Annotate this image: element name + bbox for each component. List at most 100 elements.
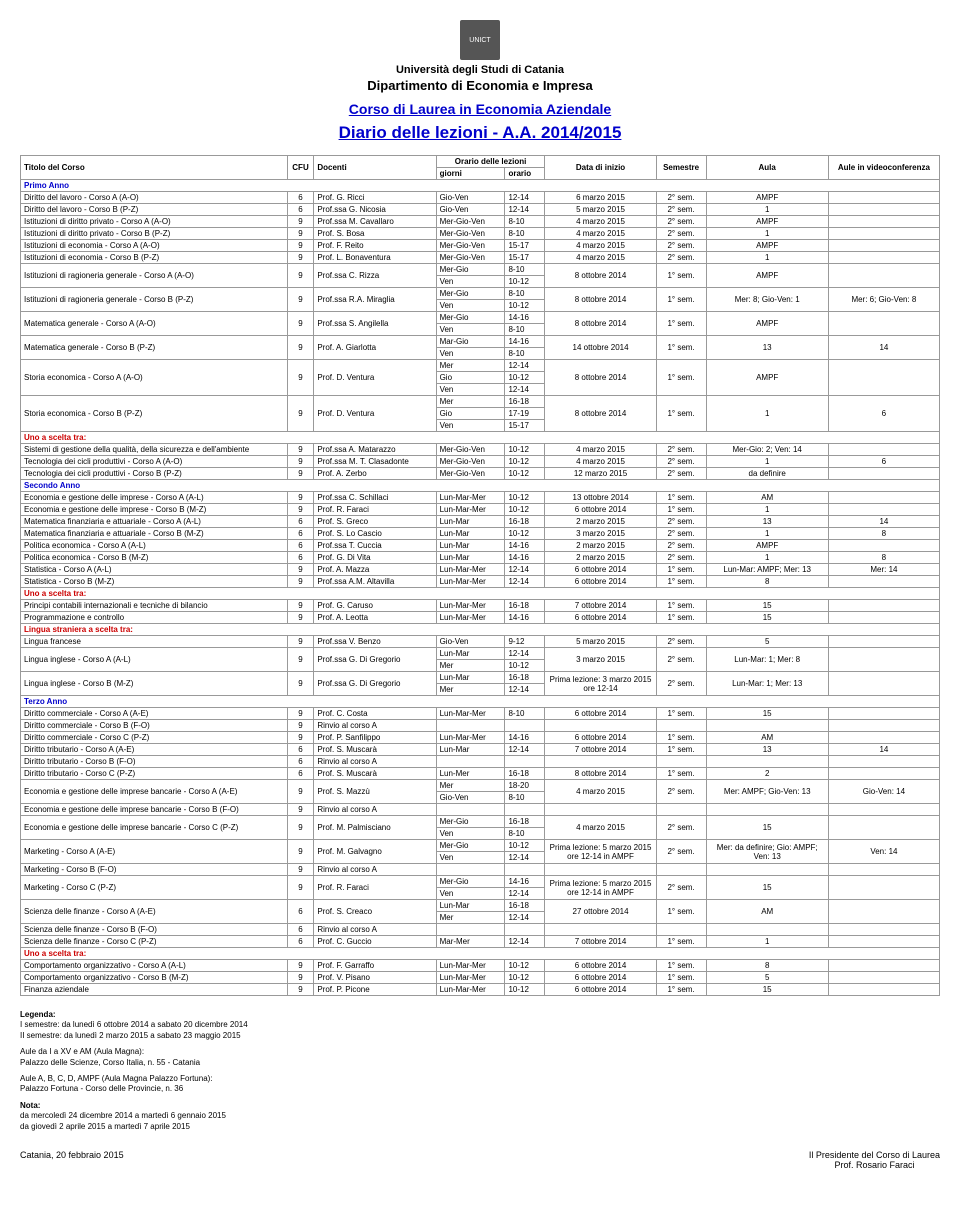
- cell-date: 6 ottobre 2014: [545, 564, 656, 576]
- cell-hours: 14-16: [505, 876, 545, 888]
- cell-sem: 1° sem.: [656, 288, 706, 312]
- cell-title: Marketing - Corso A (A-E): [21, 840, 288, 864]
- table-row: Istituzioni di ragioneria generale - Cor…: [21, 288, 940, 300]
- cell-date: 4 marzo 2015: [545, 240, 656, 252]
- cell-sem: 2° sem.: [656, 540, 706, 552]
- course-title-link[interactable]: Corso di Laurea in Economia Aziendale: [349, 101, 611, 117]
- cell-hours: 10-12: [505, 660, 545, 672]
- cell-aula: 15: [706, 600, 828, 612]
- cell-sem: 1° sem.: [656, 732, 706, 744]
- cell-cfu: 9: [287, 612, 314, 624]
- cell-hours: 14-16: [505, 612, 545, 624]
- cell-sem: 2° sem.: [656, 840, 706, 864]
- cell-title: Diritto del lavoro - Corso B (P-Z): [21, 204, 288, 216]
- cell-sem: 2° sem.: [656, 648, 706, 672]
- col-orario-h: orario: [505, 168, 545, 180]
- table-row: Diritto tributario - Corso A (A-E)6Prof.…: [21, 744, 940, 756]
- cell-days: Mer-Gio: [436, 876, 505, 888]
- cell-days: Gio-Ven: [436, 204, 505, 216]
- table-row: Istituzioni di economia - Corso B (P-Z)9…: [21, 252, 940, 264]
- cell-date: 4 marzo 2015: [545, 252, 656, 264]
- cell-days: Lun-Mar-Mer: [436, 708, 505, 720]
- cell-aula: Lun-Mar: AMPF; Mer: 13: [706, 564, 828, 576]
- cell-docente: Prof.ssa V. Benzo: [314, 636, 436, 648]
- schedule-table: Titolo del Corso CFU Docenti Orario dell…: [20, 155, 940, 996]
- cell-days: Mer-Gio-Ven: [436, 444, 505, 456]
- cell-date: [545, 804, 656, 816]
- cell-vc: [828, 960, 939, 972]
- cell-vc: [828, 924, 939, 936]
- cell-days: Ven: [436, 348, 505, 360]
- cell-cfu: 6: [287, 540, 314, 552]
- section-header: Secondo Anno: [21, 480, 940, 492]
- cell-sem: [656, 924, 706, 936]
- cell-days: Lun-Mar-Mer: [436, 564, 505, 576]
- cell-docente: Prof.ssa G. Di Gregorio: [314, 648, 436, 672]
- cell-date: [545, 924, 656, 936]
- cell-hours: 10-12: [505, 444, 545, 456]
- cell-date: 7 ottobre 2014: [545, 744, 656, 756]
- cell-days: Ven: [436, 888, 505, 900]
- cell-date: 8 ottobre 2014: [545, 264, 656, 288]
- cell-aula: [706, 756, 828, 768]
- cell-hours: 8-10: [505, 792, 545, 804]
- cell-date: 27 ottobre 2014: [545, 900, 656, 924]
- cell-title: Sistemi di gestione della qualità, della…: [21, 444, 288, 456]
- cell-vc: [828, 672, 939, 696]
- cell-docente: Prof. D. Ventura: [314, 360, 436, 396]
- cell-cfu: 9: [287, 240, 314, 252]
- cell-vc: [828, 876, 939, 900]
- table-row: Matematica finanziaria e attuariale - Co…: [21, 516, 940, 528]
- section-header: Uno a scelta tra:: [21, 432, 940, 444]
- table-row: Comportamento organizzativo - Corso A (A…: [21, 960, 940, 972]
- diario-title-link[interactable]: Diario delle lezioni - A.A. 2014/2015: [339, 123, 622, 143]
- cell-docente: Prof. A. Mazza: [314, 564, 436, 576]
- col-aule-vc: Aule in videoconferenza: [828, 156, 939, 180]
- cell-docente: Prof. L. Bonaventura: [314, 252, 436, 264]
- cell-title: Istituzioni di ragioneria generale - Cor…: [21, 264, 288, 288]
- cell-cfu: 9: [287, 312, 314, 336]
- cell-docente: Rinvio al corso A: [314, 924, 436, 936]
- cell-date: 8 ottobre 2014: [545, 312, 656, 336]
- cell-cfu: 6: [287, 924, 314, 936]
- cell-days: Mer: [436, 360, 505, 372]
- cell-sem: 1° sem.: [656, 972, 706, 984]
- cell-sem: 1° sem.: [656, 708, 706, 720]
- cell-cfu: 9: [287, 636, 314, 648]
- cell-cfu: 9: [287, 252, 314, 264]
- cell-hours: 8-10: [505, 708, 545, 720]
- cell-vc: 8: [828, 552, 939, 564]
- cell-date: 13 ottobre 2014: [545, 492, 656, 504]
- cell-title: Comportamento organizzativo - Corso A (A…: [21, 960, 288, 972]
- cell-title: Scienza delle finanze - Corso B (F-O): [21, 924, 288, 936]
- cell-title: Lingua francese: [21, 636, 288, 648]
- cell-sem: 1° sem.: [656, 744, 706, 756]
- table-row: Matematica generale - Corso B (P-Z)9Prof…: [21, 336, 940, 348]
- cell-sem: 2° sem.: [656, 252, 706, 264]
- cell-sem: 2° sem.: [656, 780, 706, 804]
- cell-days: Lun-Mar: [436, 528, 505, 540]
- cell-hours: 12-14: [505, 192, 545, 204]
- cell-hours: 12-14: [505, 936, 545, 948]
- cell-aula: AM: [706, 492, 828, 504]
- cell-aula: 5: [706, 972, 828, 984]
- cell-date: [545, 720, 656, 732]
- cell-cfu: 6: [287, 744, 314, 756]
- cell-title: Istituzioni di economia - Corso A (A-O): [21, 240, 288, 252]
- cell-cfu: 9: [287, 708, 314, 720]
- table-row: Statistica - Corso A (A-L)9Prof. A. Mazz…: [21, 564, 940, 576]
- cell-days: Mer: [436, 660, 505, 672]
- cell-sem: 1° sem.: [656, 396, 706, 432]
- cell-cfu: 6: [287, 192, 314, 204]
- cell-cfu: 6: [287, 768, 314, 780]
- cell-days: Lun-Mar: [436, 672, 505, 684]
- cell-docente: Prof. G. Caruso: [314, 600, 436, 612]
- cell-hours: [505, 756, 545, 768]
- cell-cfu: 9: [287, 444, 314, 456]
- col-docenti: Docenti: [314, 156, 436, 180]
- cell-aula: 8: [706, 576, 828, 588]
- cell-days: Lun-Mar-Mer: [436, 576, 505, 588]
- cell-hours: 16-18: [505, 768, 545, 780]
- cell-hours: 16-18: [505, 900, 545, 912]
- cell-docente: Prof. S. Mazzù: [314, 780, 436, 804]
